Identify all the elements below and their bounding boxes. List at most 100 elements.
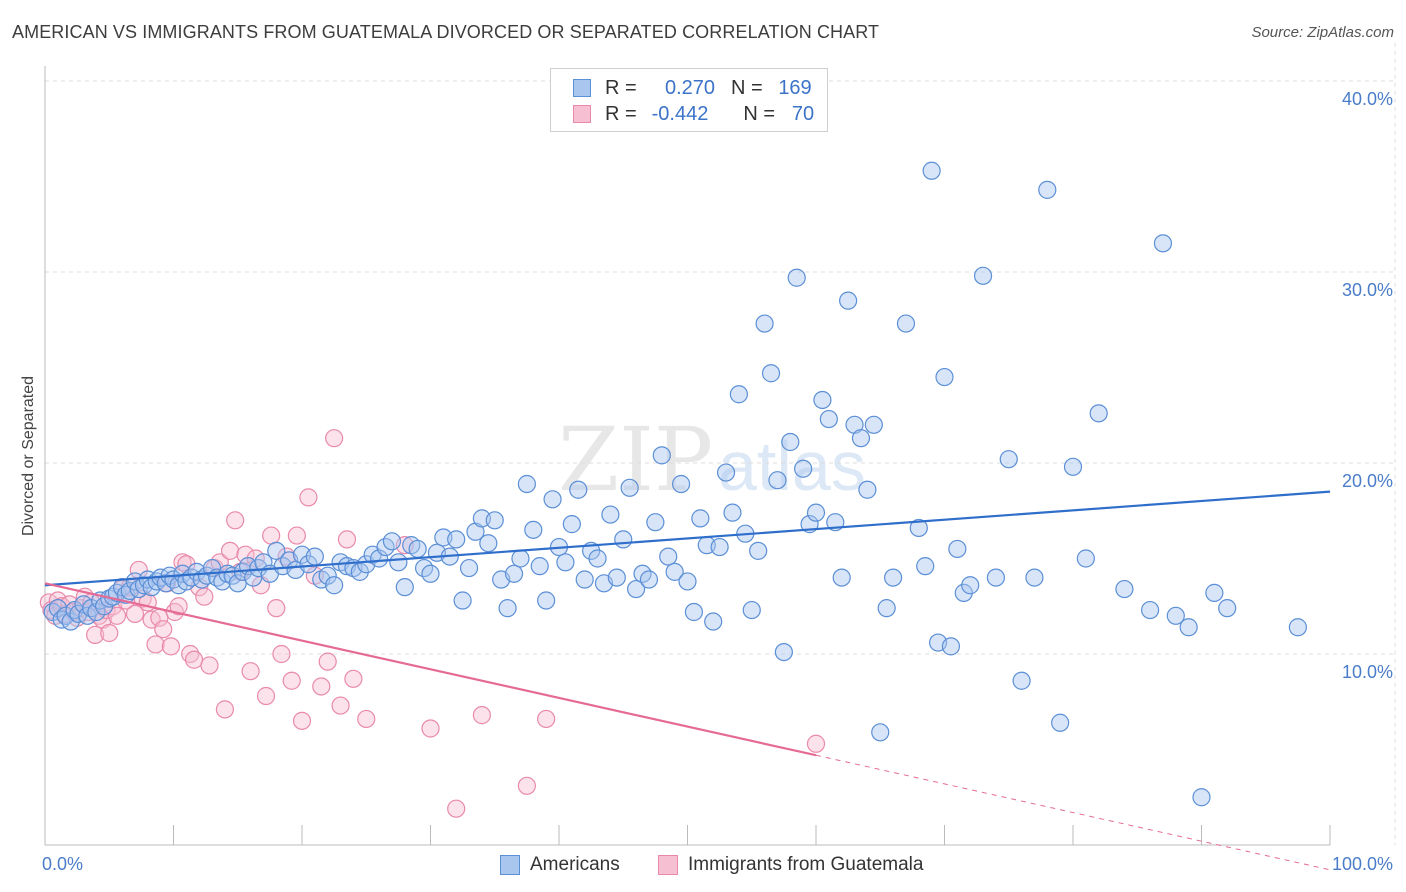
- americans-point: [504, 564, 524, 583]
- americans-point: [626, 579, 646, 599]
- y-axis-label: Divorced or Separated: [20, 376, 37, 536]
- americans-point: [1179, 618, 1198, 637]
- guatemala-point: [312, 677, 331, 696]
- americans-point: [318, 566, 337, 585]
- americans-point: [781, 432, 800, 452]
- americans-point: [556, 553, 575, 572]
- americans-point: [774, 642, 793, 662]
- guatemala-point: [215, 700, 234, 719]
- legend-row-americans: R = 0.270 N = 169: [573, 75, 815, 101]
- americans-point: [922, 161, 941, 180]
- americans-point: [453, 591, 472, 610]
- americans-point: [819, 409, 838, 429]
- guatemala-point: [337, 530, 357, 549]
- guatemala-point: [357, 709, 376, 729]
- guatemala-legend-label: Immigrants from Guatemala: [688, 854, 924, 875]
- guatemala-point: [125, 604, 145, 623]
- americans-point: [935, 367, 954, 387]
- americans-point: [543, 490, 562, 509]
- americans-point: [684, 602, 704, 622]
- americans-point: [986, 568, 1006, 587]
- americans-point: [620, 478, 639, 497]
- americans-point: [704, 612, 723, 631]
- americans-point: [267, 541, 286, 560]
- americans-point: [710, 537, 729, 557]
- guatemala-point: [806, 734, 826, 753]
- americans-point: [1192, 788, 1211, 807]
- y-tick-label: 10.0%: [1342, 662, 1393, 682]
- americans-point: [723, 503, 742, 522]
- guatemala-point: [256, 686, 276, 706]
- americans-point: [877, 599, 896, 618]
- americans-point: [941, 637, 961, 656]
- guatemala-point: [184, 650, 204, 669]
- americans-point: [1012, 671, 1031, 690]
- guatemala-point: [517, 776, 536, 795]
- americans-point: [485, 511, 504, 530]
- americans-point: [305, 547, 324, 566]
- americans-swatch: [573, 79, 591, 97]
- americans-point: [749, 541, 768, 560]
- americans-point: [370, 549, 389, 568]
- americans-point: [973, 266, 993, 285]
- americans-point: [716, 463, 736, 482]
- americans-point: [839, 291, 858, 310]
- y-tick-label: 30.0%: [1342, 280, 1393, 300]
- americans-point: [691, 509, 710, 528]
- guatemala-point: [272, 644, 291, 664]
- americans-point: [1115, 579, 1134, 599]
- x-tick-label-min: 0.0%: [42, 854, 83, 874]
- americans-point: [864, 415, 883, 434]
- americans-point: [1025, 568, 1044, 587]
- americans-point: [511, 549, 530, 568]
- americans-legend-swatch: [500, 855, 520, 875]
- y-tick-label: 20.0%: [1342, 471, 1393, 491]
- americans-trend-line: [44, 490, 1331, 587]
- americans-point: [1140, 600, 1160, 620]
- guatemala-point: [292, 711, 312, 730]
- americans-point: [588, 549, 607, 568]
- americans-r-value: 0.270: [664, 76, 716, 99]
- guatemala-point: [146, 635, 165, 654]
- watermark-atlas: atlas: [718, 427, 866, 505]
- guatemala-point: [161, 637, 181, 656]
- americans-point: [1051, 713, 1070, 732]
- americans-point: [299, 555, 318, 574]
- legend-item-guatemala: Immigrants from Guatemala: [658, 852, 923, 878]
- guatemala-point: [86, 625, 105, 645]
- guatemala-point: [226, 511, 245, 530]
- americans-point: [61, 612, 80, 631]
- watermark: ZIP atlas: [558, 408, 866, 511]
- guatemala-point: [195, 587, 214, 606]
- americans-point: [871, 723, 890, 742]
- guatemala-point: [107, 606, 127, 625]
- guatemala-point: [200, 656, 219, 675]
- americans-point: [652, 446, 671, 465]
- guatemala-point: [169, 597, 188, 616]
- guatemala-point: [262, 526, 281, 545]
- americans-point: [1218, 599, 1237, 618]
- guatemala-point: [344, 669, 363, 688]
- americans-point: [813, 390, 832, 410]
- americans-point: [389, 553, 408, 572]
- guatemala-swatch: [573, 105, 591, 123]
- guatemala-point: [325, 429, 344, 448]
- guatemala-point: [331, 696, 350, 715]
- axes: [44, 66, 1331, 846]
- americans-point: [883, 568, 903, 587]
- americans-point: [851, 429, 871, 448]
- americans-point: [659, 547, 678, 566]
- guatemala-r-value: -0.442: [651, 102, 709, 125]
- y-tick-label: 40.0%: [1342, 89, 1393, 109]
- guatemala-legend-swatch: [658, 855, 678, 875]
- americans-point: [498, 599, 517, 618]
- americans-point: [909, 518, 928, 538]
- americans-point: [916, 557, 935, 576]
- guatemala-point: [421, 719, 440, 738]
- guatemala-point: [267, 599, 286, 618]
- americans-point: [614, 530, 633, 549]
- americans-point: [1089, 404, 1108, 423]
- americans-point: [671, 474, 691, 494]
- tick-labels: 10.0% 20.0% 30.0% 40.0% 0.0% 100.0%: [42, 89, 1393, 874]
